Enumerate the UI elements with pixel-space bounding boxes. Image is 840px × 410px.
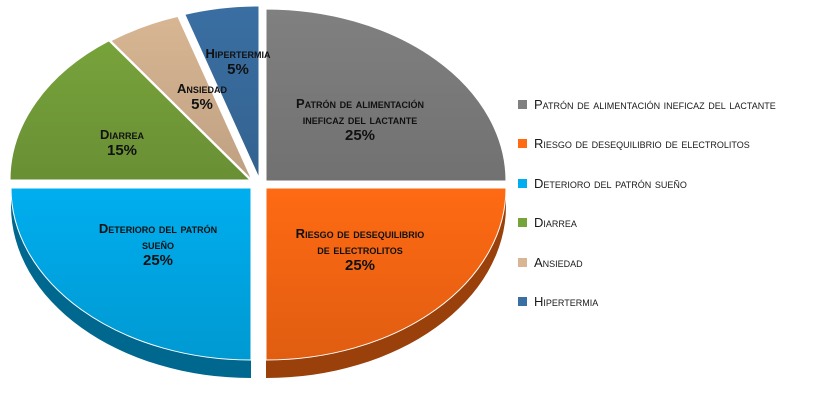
slice-label-5: Hipertermia 5%	[206, 46, 271, 78]
legend-swatch	[518, 218, 527, 227]
slice-percent: 5%	[191, 96, 213, 113]
legend-label: Riesgo de desequilibrio de electrolitos	[534, 136, 750, 151]
slice-percent: 15%	[106, 142, 138, 159]
legend-swatch	[518, 99, 527, 109]
legend-item: Ansiedad	[518, 252, 776, 272]
slice-label-text: Diarrea	[100, 127, 144, 142]
legend-swatch	[518, 139, 527, 148]
slice-side-2	[11, 188, 251, 378]
slice-label-text: Riesgo de desequilibrio	[295, 226, 425, 241]
legend-item: Riesgo de desequilibrio de electrolitos	[518, 134, 776, 154]
slice-label-text: sueño	[141, 237, 174, 252]
legend: Patrón de alimentación ineficaz del lact…	[518, 94, 776, 331]
slice-percent: 25%	[142, 252, 174, 269]
slice-label-text: ineficaz del lactante	[302, 112, 418, 127]
slice-label-text: Hipertermia	[205, 46, 271, 61]
slice-label-text: Ansiedad	[177, 81, 227, 96]
legend-swatch	[518, 178, 527, 188]
legend-label: Deterioro del patrón sueño	[534, 175, 687, 191]
slice-label-3: Diarrea 15%	[100, 127, 144, 159]
pie-slice-0	[265, 8, 507, 182]
pie-slice-2	[10, 187, 252, 361]
legend-swatch	[518, 297, 527, 306]
legend-item: Patrón de alimentación ineficaz del lact…	[518, 94, 776, 114]
legend-label: Ansiedad	[534, 254, 583, 270]
legend-item: Diarrea	[518, 213, 776, 233]
legend-label: Patrón de alimentación ineficaz del lact…	[534, 96, 776, 112]
legend-item: Hipertermia	[518, 292, 776, 312]
legend-item: Deterioro del patrón sueño	[518, 173, 776, 193]
slice-label-2: Deterioro del patrón sueño 25%	[99, 221, 217, 269]
slice-side-1	[266, 188, 506, 378]
slice-percent: 5%	[227, 61, 249, 78]
slice-label-text: de electrolitos	[317, 242, 403, 257]
slice-label-0: Patrón de alimentación ineficaz del lacta…	[296, 96, 424, 144]
slice-label-text: Patrón de alimentación	[295, 96, 425, 111]
legend-label: Hipertermia	[534, 294, 599, 309]
slice-percent: 25%	[344, 127, 376, 144]
pie-slice-1	[265, 187, 507, 361]
legend-label: Diarrea	[534, 215, 577, 230]
slice-percent: 25%	[344, 257, 376, 274]
pie-slice-4	[110, 15, 253, 181]
slice-label-text: Deterioro del patrón	[98, 221, 218, 236]
legend-swatch	[518, 257, 527, 267]
slice-label-4: Ansiedad 5%	[177, 81, 227, 113]
slice-label-1: Riesgo de desequilibrio de electrolitos 25…	[296, 226, 425, 274]
pie-slice-3	[9, 40, 252, 181]
pie-slice-5	[184, 5, 260, 179]
